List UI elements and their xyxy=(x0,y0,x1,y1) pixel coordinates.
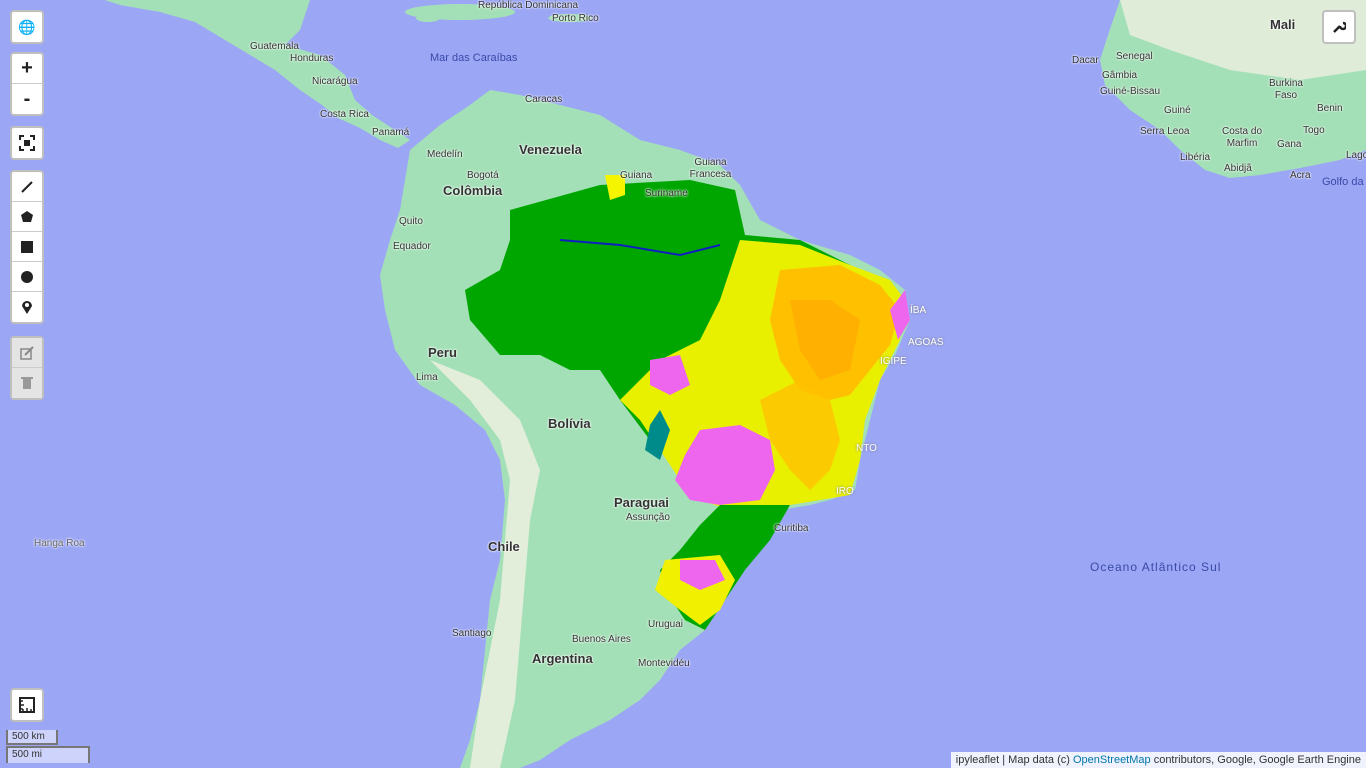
edit-toolbar xyxy=(10,336,44,400)
layers-control[interactable]: 🌐 xyxy=(10,10,44,44)
state-label: AGOAS xyxy=(908,337,944,348)
country-label: Argentina xyxy=(532,651,593,666)
land-cover-overlay xyxy=(465,175,910,630)
marker-icon[interactable] xyxy=(12,292,42,322)
sea-label: Oceano Atlântico Sul xyxy=(1090,560,1222,574)
country-label: Serra Leoa xyxy=(1140,126,1190,137)
country-label: Senegal xyxy=(1116,51,1153,62)
city-label: Dacar xyxy=(1072,55,1099,66)
sea-label: Golfo da Guiné xyxy=(1322,176,1366,188)
city-label: Curitiba xyxy=(774,523,809,534)
country-label: Uruguai xyxy=(648,619,684,630)
scale-mi: 500 mi xyxy=(6,746,90,763)
fullscreen-control xyxy=(10,126,44,160)
country-label: Suriname xyxy=(645,188,688,199)
country-label: Guiana xyxy=(620,170,653,181)
country-label: Honduras xyxy=(290,53,334,64)
measure-control xyxy=(10,688,44,722)
country-label: Venezuela xyxy=(519,142,582,157)
zoom-out-button[interactable]: - xyxy=(23,87,31,110)
city-label: Montevidéu xyxy=(638,658,690,669)
polyline-icon[interactable] xyxy=(12,172,42,202)
attribution: ipyleaflet | Map data (c) OpenStreetMap … xyxy=(950,752,1366,768)
zoom-in-button[interactable]: + xyxy=(12,54,42,84)
city-label: Lagos xyxy=(1346,150,1366,161)
wrench-icon[interactable] xyxy=(1324,12,1354,42)
globe-icon[interactable]: 🌐 xyxy=(18,18,36,35)
country-label: Guatemala xyxy=(250,41,299,52)
country-label: Gana xyxy=(1277,139,1302,150)
state-label: IRO xyxy=(836,486,854,497)
country-label: Guiné-Bissau xyxy=(1100,86,1161,97)
state-label: NTO xyxy=(856,443,877,454)
country-label: Benin xyxy=(1317,103,1343,114)
country-label: Costa do Marfim xyxy=(1221,126,1263,149)
osm-link[interactable]: OpenStreetMap xyxy=(1072,754,1151,766)
city-label: Buenos Aires xyxy=(572,634,631,645)
country-label: Guiana Francesa xyxy=(689,157,732,180)
scale-km: 500 km xyxy=(6,730,58,745)
country-label: Colômbia xyxy=(443,183,503,198)
city-label: Hanga Roa xyxy=(34,538,85,549)
city-label: Medelín xyxy=(427,149,463,160)
state-label: IGIPE xyxy=(880,356,907,367)
city-label: Abidjã xyxy=(1224,163,1252,174)
attribution-suffix: contributors, Google, Google Earth Engin… xyxy=(1150,754,1361,766)
country-label: Gâmbia xyxy=(1102,70,1138,81)
sea-label: Mar das Caraíbas xyxy=(430,52,518,64)
ruler-icon[interactable] xyxy=(12,690,42,720)
country-label: Chile xyxy=(488,539,520,554)
circle-icon[interactable] xyxy=(12,262,42,292)
trash-icon[interactable] xyxy=(12,368,42,398)
country-label: Peru xyxy=(428,345,457,360)
city-label: Assunção xyxy=(626,512,670,523)
country-label: Libéria xyxy=(1180,152,1211,163)
toolbar-control xyxy=(1322,10,1356,44)
country-label: Togo xyxy=(1303,125,1325,136)
country-label: Bolívia xyxy=(548,416,591,431)
city-label: Santiago xyxy=(452,628,492,639)
attribution-prefix: ipyleaflet | Map data (c) xyxy=(955,754,1073,766)
city-label: República Dominicana xyxy=(478,0,579,11)
city-label: Caracas xyxy=(525,94,563,105)
central-america-land xyxy=(105,0,410,148)
draw-toolbar xyxy=(10,170,44,324)
city-label: Porto Rico xyxy=(552,13,599,24)
country-label: Panamá xyxy=(372,127,410,138)
state-label: ÍBA xyxy=(910,305,927,316)
city-label: Quito xyxy=(399,216,423,227)
country-label: Equador xyxy=(393,241,431,252)
country-label: Nicarágua xyxy=(312,76,358,87)
city-label: Acra xyxy=(1290,170,1311,181)
country-label: Mali xyxy=(1270,17,1296,32)
country-label: Guiné xyxy=(1164,105,1191,116)
rectangle-icon[interactable] xyxy=(12,232,42,262)
polygon-icon[interactable] xyxy=(12,202,42,232)
fullscreen-icon[interactable] xyxy=(12,128,42,158)
city-label: Bogotá xyxy=(467,170,499,181)
country-label: Burkina Faso xyxy=(1269,78,1303,101)
country-label: Costa Rica xyxy=(320,109,369,120)
city-label: Lima xyxy=(416,372,438,383)
edit-icon[interactable] xyxy=(12,338,42,368)
country-label: Paraguai xyxy=(614,495,669,510)
zoom-control: + - xyxy=(10,52,44,116)
